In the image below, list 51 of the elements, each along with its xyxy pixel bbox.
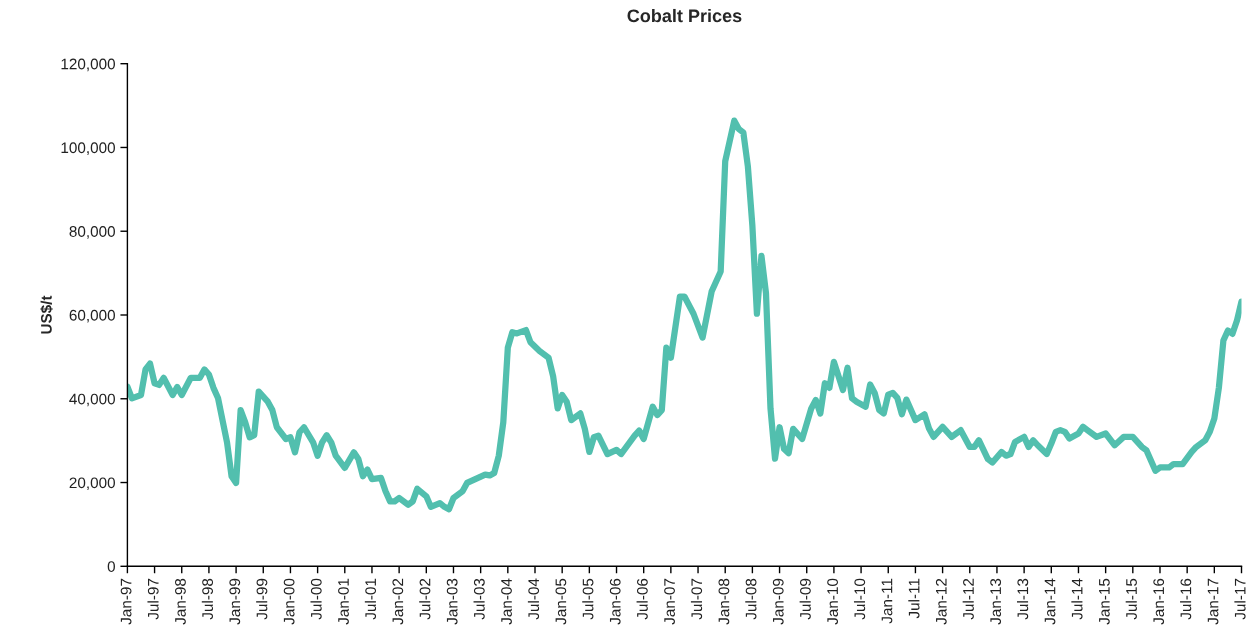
x-tick-label: Jul-00 — [310, 578, 322, 620]
x-tick-label: Jan-07 — [664, 578, 675, 625]
x-tick-label: Jan-01 — [338, 578, 349, 625]
x-tick-label: Jan-16 — [1153, 578, 1165, 625]
x-tick-label: Jan-03 — [446, 578, 458, 625]
x-tick-label: Jan-00 — [283, 578, 295, 625]
x-tick-label: Jul-98 — [201, 578, 214, 620]
x-tick-label: Jan-97 — [120, 578, 132, 625]
y-tick-label: 60,000 — [69, 309, 115, 323]
x-tick-label: Jul-15 — [1125, 578, 1137, 620]
y-tick-label: 40,000 — [69, 393, 115, 407]
x-tick-label: Jul-12 — [962, 578, 974, 620]
y-tick-label: 80,000 — [69, 226, 115, 239]
x-tick-label: Jul-01 — [364, 578, 377, 620]
x-tick-label: Jan-09 — [772, 578, 784, 625]
x-tick-label: Jul-06 — [636, 578, 648, 620]
x-tick-label: Jul-99 — [256, 578, 268, 620]
x-tick-label: Jan-08 — [718, 578, 730, 625]
x-tick-label: Jan-98 — [175, 578, 186, 625]
x-tick-label: Jul-08 — [745, 578, 757, 620]
x-tick-label: Jul-07 — [690, 578, 703, 620]
y-tick-label: 20,000 — [69, 477, 115, 491]
y-tick-label: 100,000 — [61, 142, 115, 155]
x-tick-label: Jul-02 — [419, 578, 431, 620]
x-tick-label: Jul-14 — [1071, 578, 1083, 620]
x-tick-label: Jan-99 — [229, 578, 241, 625]
x-tick-label: Jan-17 — [1207, 578, 1219, 625]
x-tick-label: Jan-10 — [827, 578, 839, 625]
chart-title: Cobalt Prices — [627, 8, 742, 23]
x-tick-label: Jul-03 — [473, 578, 485, 620]
x-tick-label: Jul-13 — [1017, 578, 1029, 620]
x-tick-label: Jul-10 — [853, 578, 866, 620]
y-tick-label: 120,000 — [61, 58, 115, 72]
x-tick-label: Jan-06 — [609, 578, 621, 625]
y-tick-label: 0 — [107, 561, 115, 572]
x-tick-label: Jan-11 — [881, 578, 893, 624]
x-tick-label: Jan-13 — [990, 578, 1002, 625]
x-tick-label: Jul-97 — [147, 578, 159, 620]
x-tick-label: Jan-05 — [555, 578, 567, 625]
x-tick-label: Jan-15 — [1099, 578, 1110, 625]
x-tick-label: Jan-02 — [392, 578, 404, 625]
x-tick-label: Jan-14 — [1044, 578, 1056, 625]
x-tick-label: Jul-09 — [799, 578, 811, 620]
x-tick-label: Jul-16 — [1180, 578, 1192, 620]
x-tick-label: Jul-11 — [908, 578, 920, 619]
x-tick-label: Jan-04 — [501, 578, 512, 625]
y-axis-title: US$/t — [40, 295, 53, 334]
x-tick-label: Jul-05 — [582, 578, 594, 620]
x-tick-label: Jul-04 — [527, 578, 540, 620]
x-tick-label: Jan-12 — [935, 578, 947, 625]
x-tick-label: Jul-17 — [1234, 578, 1246, 620]
